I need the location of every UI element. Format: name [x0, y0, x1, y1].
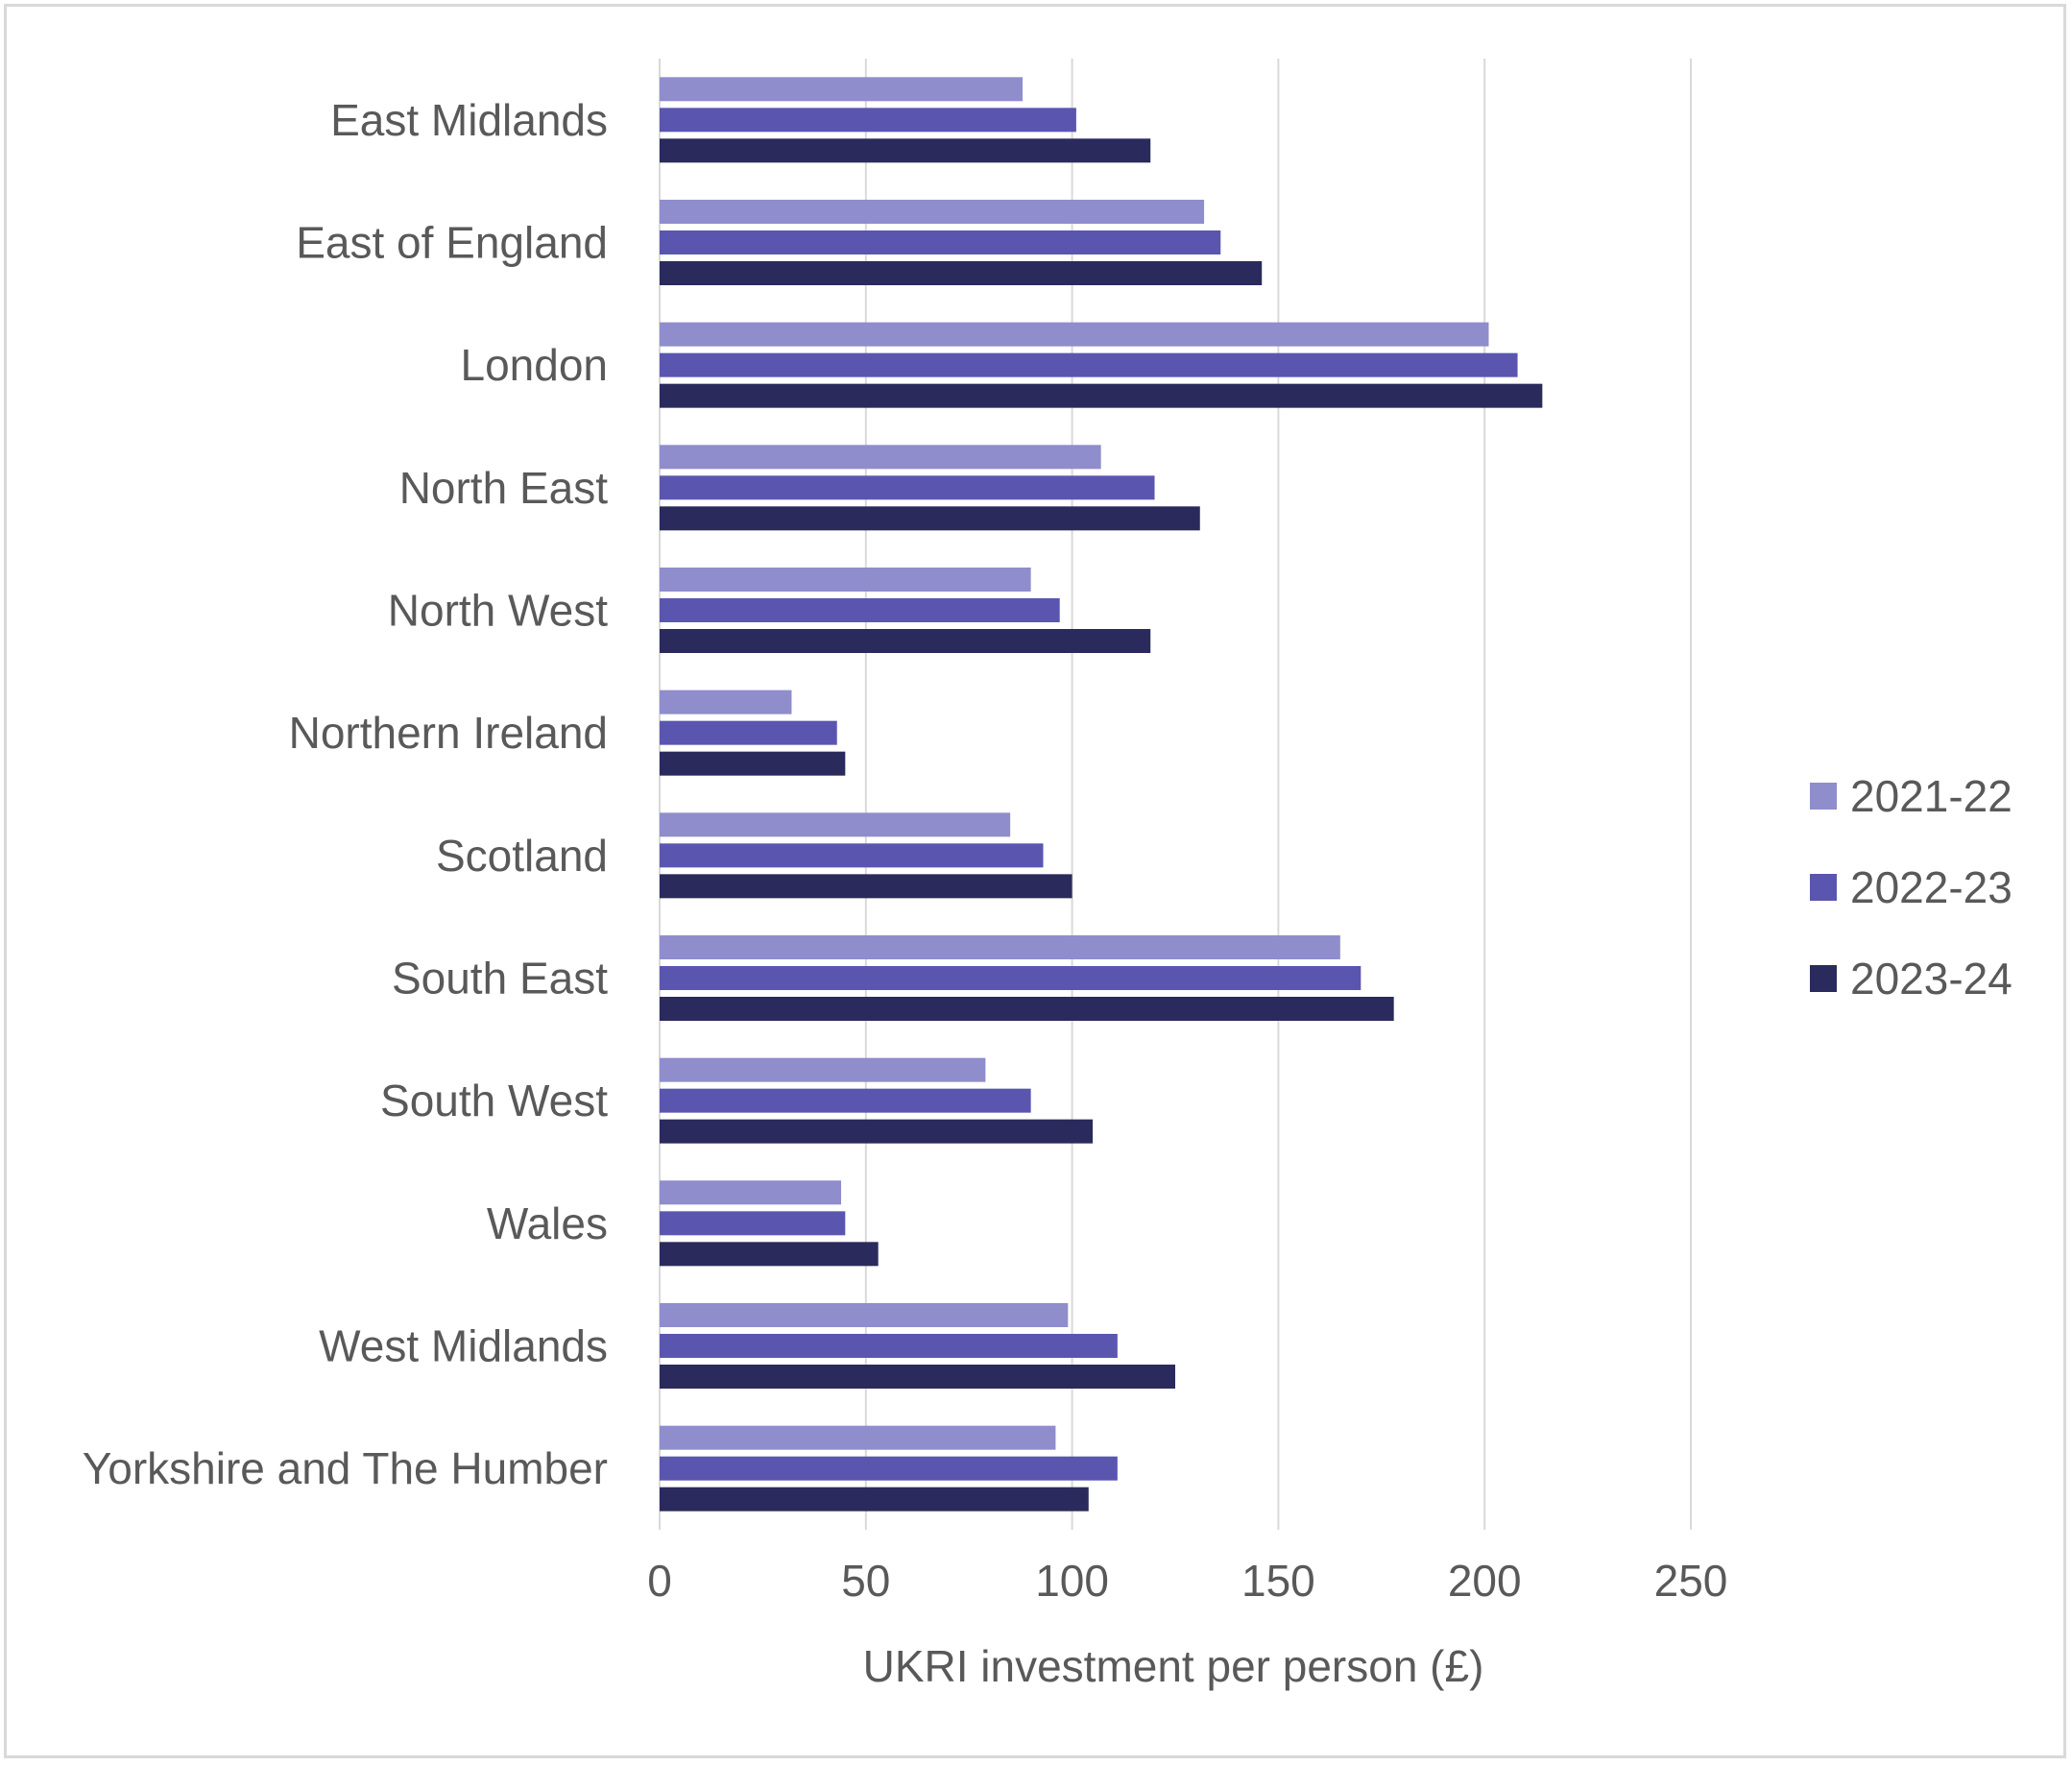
bar: [660, 77, 1024, 102]
chart-frame: East Midlands East of England London North …: [4, 4, 2066, 1758]
gridlines: [659, 59, 1692, 1530]
bar: [660, 874, 1072, 899]
y-tick-label: Scotland: [436, 831, 608, 881]
legend-label: 2021-22: [1850, 771, 2012, 821]
bar: [660, 997, 1394, 1021]
bar-chart: East Midlands East of England London North …: [83, 59, 2012, 1691]
bar: [660, 812, 1011, 837]
bar: [660, 1180, 842, 1205]
bar: [660, 568, 1031, 592]
bar: [660, 1088, 1031, 1113]
bar: [660, 138, 1151, 163]
x-tick-label: 150: [1241, 1556, 1315, 1606]
x-tick-label: 250: [1654, 1556, 1728, 1606]
legend-swatch: [1810, 965, 1837, 992]
bar: [660, 1057, 986, 1082]
x-axis-title: UKRI investment per person (£): [863, 1641, 1484, 1691]
y-tick-label: West Midlands: [319, 1321, 608, 1371]
bar: [660, 1303, 1069, 1327]
bar: [660, 352, 1518, 377]
legend-swatch: [1810, 783, 1837, 810]
bar: [660, 1365, 1175, 1389]
y-tick-label: Wales: [487, 1198, 608, 1248]
y-tick-label: North West: [388, 586, 608, 636]
bar: [660, 1425, 1056, 1450]
legend-label: 2023-24: [1850, 954, 2012, 1004]
y-tick-label: South West: [380, 1076, 608, 1125]
bar: [660, 1211, 846, 1236]
bar: [660, 1119, 1094, 1144]
legend-swatch: [1810, 874, 1837, 901]
y-axis: East Midlands East of England London North …: [83, 95, 608, 1493]
x-tick-label: 50: [841, 1556, 890, 1606]
y-tick-label: South East: [392, 954, 608, 1004]
bar: [660, 1456, 1118, 1481]
bar: [660, 1487, 1089, 1512]
bar: [660, 720, 837, 745]
bar: [660, 843, 1044, 868]
x-tick-label: 200: [1448, 1556, 1522, 1606]
x-axis: 0 50 100 150 200 250: [647, 1556, 1727, 1606]
y-tick-label: East of England: [296, 218, 608, 268]
y-tick-label: London: [461, 340, 609, 390]
bar: [660, 966, 1361, 990]
bar: [660, 506, 1200, 531]
bar: [660, 322, 1489, 347]
bar: [660, 445, 1101, 470]
bars: [660, 77, 1543, 1512]
y-tick-label: Yorkshire and The Humber: [83, 1443, 608, 1493]
bar: [660, 935, 1340, 959]
x-tick-label: 100: [1035, 1556, 1109, 1606]
y-tick-label: Northern Ireland: [289, 708, 608, 758]
bar: [660, 598, 1060, 622]
y-tick-label: North East: [399, 463, 609, 513]
bar: [660, 629, 1151, 653]
y-tick-label: East Midlands: [330, 95, 608, 145]
bar: [660, 200, 1205, 224]
legend-label: 2022-23: [1850, 862, 2012, 912]
legend: 2021-22 2022-23 2023-24: [1810, 771, 2012, 1004]
bar: [660, 1242, 879, 1267]
x-tick-label: 0: [647, 1556, 672, 1606]
bar: [660, 261, 1263, 285]
bar: [660, 751, 846, 776]
bar: [660, 108, 1076, 133]
bar: [660, 475, 1155, 500]
bar: [660, 1334, 1118, 1358]
bar: [660, 230, 1221, 254]
bar: [660, 383, 1543, 408]
bar: [660, 689, 792, 714]
